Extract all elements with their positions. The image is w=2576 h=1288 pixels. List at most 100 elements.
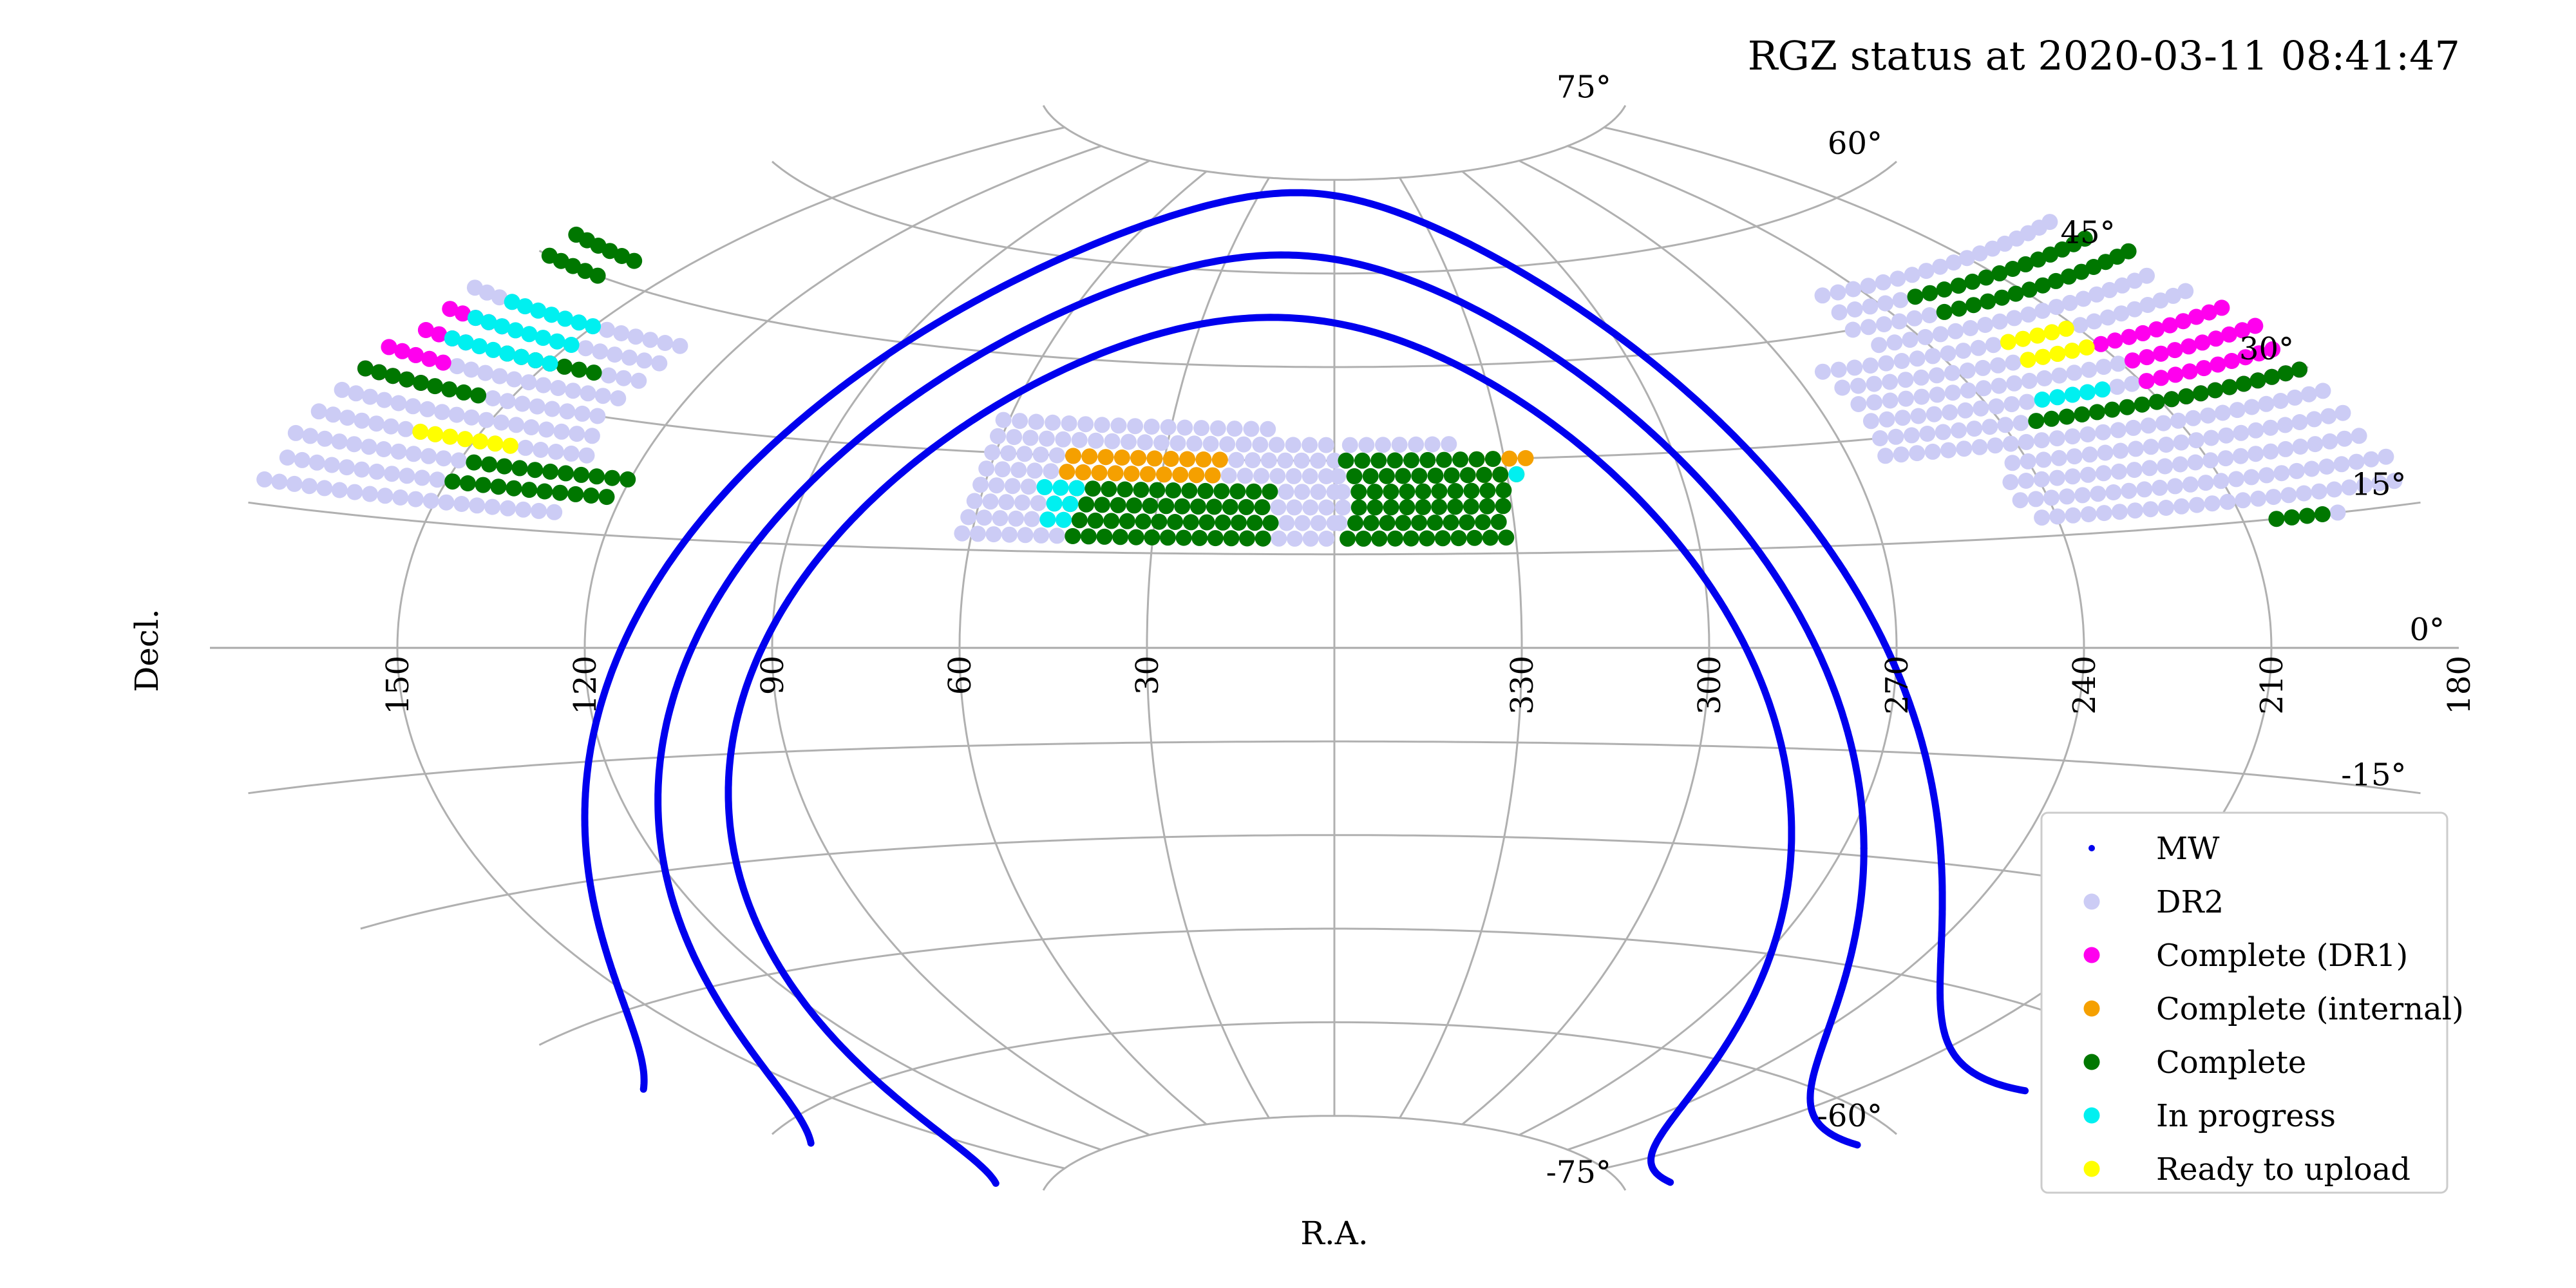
field-point <box>2200 407 2217 424</box>
field-point <box>1277 452 1294 469</box>
field-point <box>2139 349 2155 366</box>
field-point <box>1871 337 1888 354</box>
field-point <box>412 423 429 440</box>
field-point <box>1877 448 1894 464</box>
field-point <box>583 428 600 444</box>
field-point <box>627 328 644 345</box>
field-point <box>339 459 355 476</box>
field-point <box>1411 515 1428 531</box>
field-point <box>2173 498 2190 515</box>
field-point <box>2096 505 2112 522</box>
field-point <box>578 447 595 464</box>
field-point <box>442 428 459 445</box>
field-point <box>1012 413 1028 430</box>
field-point <box>1871 430 1888 446</box>
field-point <box>2079 384 2096 401</box>
field-point <box>2034 277 2051 294</box>
field-point <box>2153 370 2170 386</box>
field-point <box>1980 293 1996 310</box>
field-point <box>1211 451 1228 468</box>
field-point <box>1958 250 1975 267</box>
x-axis-label: R.A. <box>1300 1215 1368 1252</box>
field-point <box>444 473 461 490</box>
ra-tick-label: 210 <box>2254 656 2290 715</box>
field-point <box>1350 499 1367 516</box>
field-point <box>2291 414 2308 430</box>
field-point <box>2126 301 2143 317</box>
field-point <box>491 289 507 306</box>
field-point <box>998 494 1015 511</box>
field-point <box>1475 514 1491 531</box>
field-point <box>1879 411 1895 428</box>
field-point <box>1226 421 1243 437</box>
field-point <box>2262 419 2279 436</box>
field-point <box>1260 421 1276 437</box>
field-point <box>2288 462 2305 479</box>
field-point <box>381 339 397 355</box>
field-point <box>2177 283 2194 299</box>
field-point <box>2049 430 2065 447</box>
mw-line-b10-1 <box>1933 811 2029 1095</box>
field-point <box>550 380 567 396</box>
field-point <box>1096 528 1113 545</box>
field-point <box>472 433 488 450</box>
field-point <box>2079 426 2096 442</box>
field-point <box>1498 529 1515 546</box>
field-point <box>563 445 580 462</box>
field-point <box>1286 499 1303 516</box>
field-point <box>390 395 407 412</box>
field-point <box>1061 415 1077 431</box>
field-point <box>1174 498 1191 515</box>
field-point <box>1888 428 1904 445</box>
field-point <box>542 355 558 372</box>
field-point <box>1403 530 1419 547</box>
field-point <box>1391 437 1408 453</box>
field-point <box>2175 313 2192 330</box>
field-point <box>2262 443 2279 460</box>
field-point <box>331 482 348 498</box>
field-point <box>2096 359 2112 375</box>
field-point <box>504 294 520 310</box>
field-point <box>972 477 989 493</box>
field-point <box>1917 328 1934 345</box>
field-point <box>1354 452 1370 469</box>
field-point <box>1882 374 1899 390</box>
field-point <box>1246 515 1263 531</box>
field-point <box>466 279 483 296</box>
field-point <box>1898 390 1914 407</box>
field-point <box>1056 511 1072 528</box>
field-point <box>435 354 451 371</box>
field-point <box>2121 328 2137 345</box>
field-point <box>457 431 473 448</box>
field-point <box>2064 428 2081 445</box>
field-point <box>1447 498 1464 515</box>
field-point <box>1269 468 1286 484</box>
field-point <box>2371 475 2388 491</box>
field-point <box>1236 468 1253 484</box>
field-point <box>2017 256 2034 272</box>
field-point <box>1415 483 1432 500</box>
field-point <box>535 330 551 346</box>
field-point <box>2213 299 2230 316</box>
field-point <box>2047 272 2064 289</box>
field-point <box>357 360 374 377</box>
field-point <box>2300 386 2317 402</box>
field-point <box>1463 498 1479 515</box>
field-point <box>377 488 393 504</box>
field-point <box>2002 474 2019 491</box>
field-point <box>1310 515 1327 531</box>
field-point <box>2085 259 2102 275</box>
field-point <box>485 341 502 358</box>
field-point <box>2033 432 2050 449</box>
field-point <box>1892 292 1909 308</box>
field-point <box>470 387 487 404</box>
field-point <box>1101 480 1117 497</box>
dec-tick-label: -15° <box>2341 757 2406 793</box>
field-point <box>2187 454 2204 471</box>
field-point <box>2101 281 2118 298</box>
field-point <box>453 496 470 512</box>
field-point <box>449 358 466 375</box>
field-point <box>487 435 504 452</box>
field-point <box>2351 428 2367 444</box>
field-point <box>2021 281 2038 298</box>
